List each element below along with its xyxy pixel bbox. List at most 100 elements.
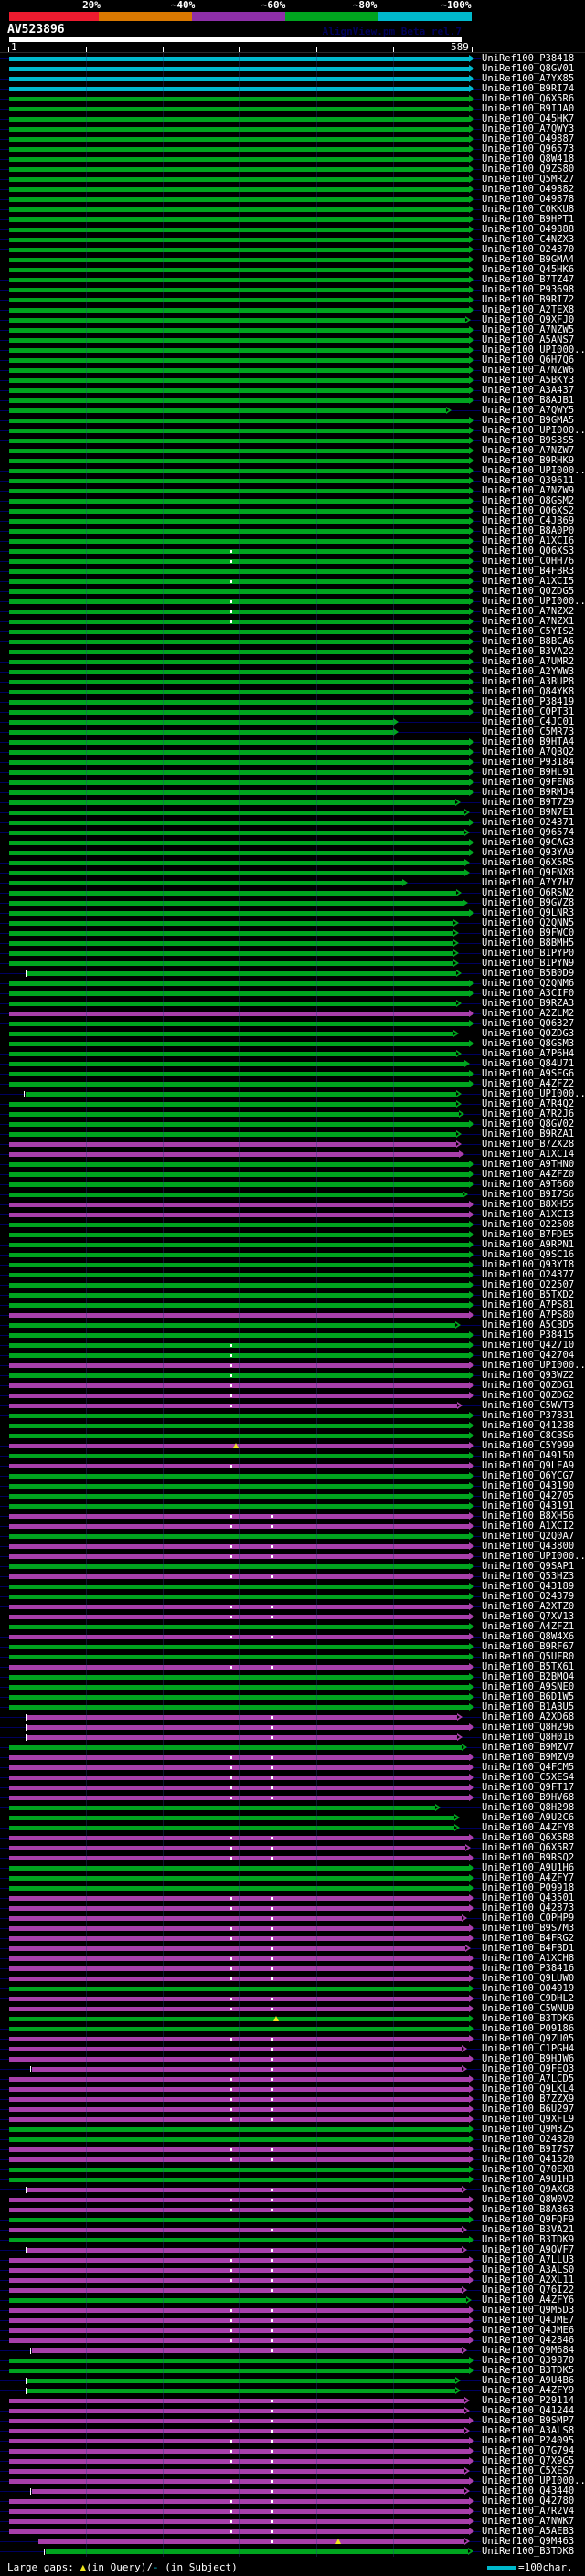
hit-label[interactable]: UniRef100_C4JB69 <box>482 515 575 526</box>
hit-label[interactable]: UniRef100_A9SNE0 <box>482 1681 575 1692</box>
alignment-row[interactable]: UniRef100_C4JC01 <box>0 717 585 727</box>
alignment-bar[interactable] <box>9 770 469 775</box>
alignment-row[interactable]: UniRef100_Q4JME6 <box>0 2326 585 2336</box>
alignment-row[interactable]: UniRef100_Q9AXG8 <box>0 2185 585 2195</box>
hit-label[interactable]: UniRef100_Q2Q0A7 <box>482 1531 575 1542</box>
hit-label[interactable]: UniRef100_Q8H298 <box>482 1802 575 1813</box>
hit-label[interactable]: UniRef100_Q42705 <box>482 1490 575 1501</box>
alignment-bar[interactable] <box>9 2107 469 2112</box>
alignment-bar[interactable] <box>9 1494 469 1499</box>
alignment-bar[interactable] <box>9 881 402 885</box>
hit-label[interactable]: UniRef100_B9RMJ4 <box>482 787 575 798</box>
alignment-bar[interactable] <box>9 2178 469 2182</box>
alignment-row[interactable]: UniRef100_Q9CAG3 <box>0 838 585 848</box>
alignment-row[interactable]: UniRef100_A7LLU3 <box>0 2255 585 2265</box>
hit-label[interactable]: UniRef100_Q6X5R7 <box>482 1842 575 1853</box>
alignment-row[interactable]: UniRef100_A2XL11 <box>0 2275 585 2285</box>
alignment-bar[interactable] <box>9 750 469 755</box>
alignment-bar[interactable] <box>9 87 469 91</box>
alignment-bar[interactable] <box>9 258 469 262</box>
alignment-row[interactable]: UniRef100_UPI000.. <box>0 466 585 476</box>
alignment-bar[interactable] <box>9 509 469 514</box>
hit-label[interactable]: UniRef100_B4FBR3 <box>482 566 575 577</box>
alignment-bar[interactable] <box>9 187 469 192</box>
alignment-bar[interactable] <box>9 398 469 403</box>
alignment-bar[interactable] <box>9 2318 469 2323</box>
hit-label[interactable]: UniRef100_Q9FNX8 <box>482 867 575 878</box>
hit-label[interactable]: UniRef100_Q9M3Z5 <box>482 2124 575 2135</box>
alignment-row[interactable]: UniRef100_A9U4B6 <box>0 2376 585 2386</box>
alignment-bar[interactable] <box>9 901 463 906</box>
alignment-row[interactable]: UniRef100_O49887 <box>0 134 585 144</box>
alignment-row[interactable]: UniRef100_B8XH56 <box>0 1511 585 1521</box>
alignment-bar[interactable] <box>9 2258 469 2263</box>
alignment-bar[interactable] <box>9 610 469 614</box>
hit-label[interactable]: UniRef100_A9RPN1 <box>482 1239 575 1250</box>
alignment-row[interactable]: UniRef100_A4ZFY7 <box>0 1873 585 1883</box>
alignment-bar[interactable] <box>9 238 469 242</box>
hit-label[interactable]: UniRef100_B6D1W5 <box>482 1691 575 1702</box>
hit-label[interactable]: UniRef100_Q0ZDG1 <box>482 1380 575 1391</box>
hit-label[interactable]: UniRef100_Q9FQF9 <box>482 2214 575 2225</box>
alignment-row[interactable]: UniRef100_B9RI74 <box>0 84 585 94</box>
alignment-bar[interactable] <box>9 1182 469 1187</box>
alignment-row[interactable]: UniRef100_Q0ZDG2 <box>0 1391 585 1401</box>
alignment-bar[interactable] <box>9 2359 469 2363</box>
alignment-bar[interactable] <box>9 1595 469 1599</box>
hit-label[interactable]: UniRef100_C0HH76 <box>482 556 575 567</box>
hit-label[interactable]: UniRef100_O24320 <box>482 2134 575 2145</box>
alignment-bar[interactable] <box>9 740 469 745</box>
hit-label[interactable]: UniRef100_A3BUP8 <box>482 676 575 687</box>
alignment-row[interactable]: UniRef100_Q9FNX8 <box>0 868 585 878</box>
alignment-row[interactable]: UniRef100_A7Y7H7 <box>0 878 585 888</box>
hit-label[interactable]: UniRef100_Q9M684 <box>482 2345 575 2356</box>
hit-label[interactable]: UniRef100_Q8H016 <box>482 1732 575 1743</box>
alignment-row[interactable]: UniRef100_B9RMJ4 <box>0 788 585 798</box>
alignment-row[interactable]: UniRef100_O22508 <box>0 1220 585 1230</box>
alignment-bar[interactable] <box>9 1625 469 1629</box>
alignment-bar[interactable] <box>9 941 453 946</box>
alignment-bar[interactable] <box>9 1052 456 1056</box>
alignment-row[interactable]: UniRef100_UPI000.. <box>0 1361 585 1371</box>
hit-label[interactable]: UniRef100_A7LCD5 <box>482 2073 575 2084</box>
alignment-row[interactable]: UniRef100_Q7G794 <box>0 2446 585 2456</box>
hit-label[interactable]: UniRef100_A4ZFY6 <box>482 2295 575 2306</box>
alignment-row[interactable]: UniRef100_B9RZA3 <box>0 999 585 1009</box>
alignment-row[interactable]: UniRef100_P24095 <box>0 2436 585 2446</box>
hit-label[interactable]: UniRef100_A7R4Q2 <box>482 1098 575 1109</box>
alignment-row[interactable]: UniRef100_A9SEG6 <box>0 1069 585 1079</box>
alignment-row[interactable]: UniRef100_C5XES4 <box>0 1773 585 1783</box>
alignment-bar[interactable] <box>9 348 469 353</box>
hit-label[interactable]: UniRef100_UPI000.. <box>482 1551 585 1562</box>
alignment-bar[interactable] <box>9 1223 469 1227</box>
hit-label[interactable]: UniRef100_A7Y7H7 <box>482 877 575 888</box>
hit-label[interactable]: UniRef100_Q9M463 <box>482 2536 575 2547</box>
hit-label[interactable]: UniRef100_Q39611 <box>482 475 575 486</box>
hit-label[interactable]: UniRef100_B9HJW6 <box>482 2053 575 2064</box>
hit-label[interactable]: UniRef100_C1PGH4 <box>482 2043 575 2054</box>
alignment-row[interactable]: UniRef100_Q8GSM3 <box>0 1039 585 1049</box>
alignment-row[interactable]: UniRef100_A5BKY3 <box>0 376 585 386</box>
hit-label[interactable]: UniRef100_C0PT31 <box>482 706 575 717</box>
alignment-bar[interactable] <box>9 1635 469 1639</box>
hit-label[interactable]: UniRef100_P38416 <box>482 1963 575 1974</box>
alignment-bar[interactable] <box>9 640 469 644</box>
hit-label[interactable]: UniRef100_A1XCH8 <box>482 1953 575 1964</box>
alignment-bar[interactable] <box>9 760 469 765</box>
alignment-bar[interactable] <box>27 1715 457 1720</box>
alignment-bar[interactable] <box>9 1504 469 1509</box>
hit-label[interactable]: UniRef100_A1XCI5 <box>482 576 575 587</box>
alignment-row[interactable]: UniRef100_B9GVZ8 <box>0 898 585 908</box>
alignment-row[interactable]: UniRef100_C4JB69 <box>0 516 585 526</box>
alignment-bar[interactable] <box>9 1484 469 1489</box>
alignment-bar[interactable] <box>9 1544 469 1549</box>
alignment-bar[interactable] <box>9 2228 462 2232</box>
alignment-row[interactable]: UniRef100_B3TDK9 <box>0 2235 585 2245</box>
alignment-row[interactable]: UniRef100_B1ABU5 <box>0 1702 585 1712</box>
alignment-row[interactable]: UniRef100_O04919 <box>0 1984 585 1994</box>
alignment-bar[interactable] <box>9 217 469 222</box>
hit-label[interactable]: UniRef100_P38415 <box>482 1330 575 1341</box>
alignment-bar[interactable] <box>9 57 469 61</box>
alignment-row[interactable]: UniRef100_Q9SC16 <box>0 1250 585 1260</box>
alignment-row[interactable]: UniRef100_A7NWK7 <box>0 2517 585 2527</box>
